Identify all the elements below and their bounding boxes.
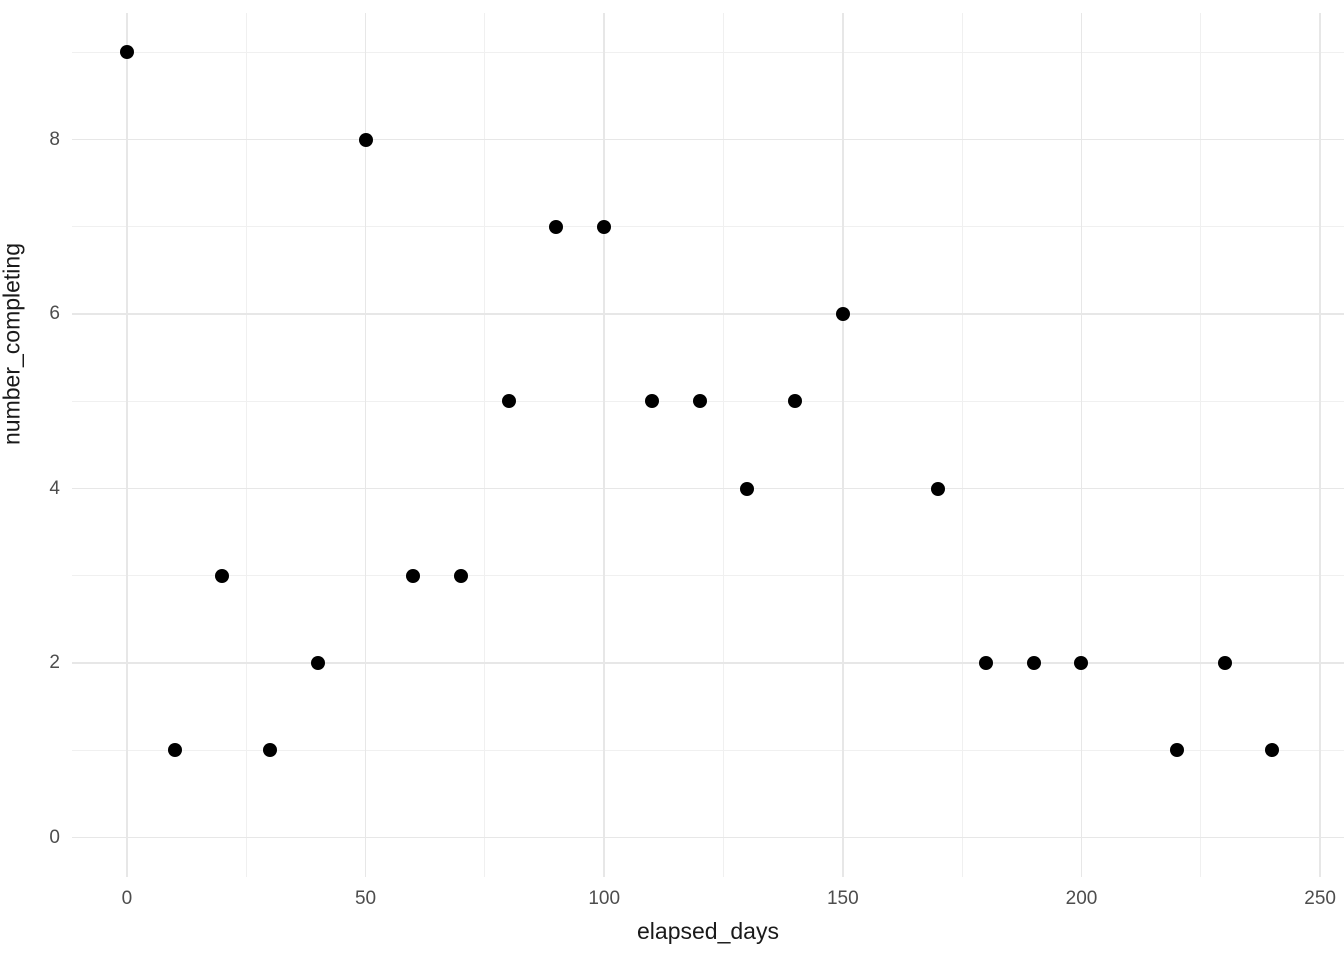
data-point xyxy=(1265,743,1280,758)
major-gridline xyxy=(72,836,1344,839)
major-gridline xyxy=(842,13,844,877)
data-point xyxy=(167,743,182,758)
data-point xyxy=(835,307,850,322)
x-tick-label: 250 xyxy=(1304,888,1336,909)
data-point xyxy=(310,656,325,671)
data-point xyxy=(644,394,659,409)
y-tick-label: 0 xyxy=(49,826,60,848)
major-gridline xyxy=(126,13,128,877)
data-point xyxy=(453,568,468,583)
major-gridline xyxy=(1319,13,1321,877)
minor-gridline xyxy=(245,13,247,877)
y-tick-label: 6 xyxy=(49,303,60,325)
y-tick-label: 4 xyxy=(49,477,60,499)
data-point xyxy=(1074,656,1089,671)
data-point xyxy=(1026,656,1041,671)
data-point xyxy=(406,568,421,583)
major-gridline xyxy=(603,13,605,877)
minor-gridline xyxy=(72,226,1344,228)
major-gridline xyxy=(72,662,1344,664)
data-point xyxy=(931,481,946,496)
x-tick-label: 50 xyxy=(354,888,377,909)
major-gridline xyxy=(1080,13,1083,877)
minor-gridline xyxy=(72,575,1344,577)
x-tick-label: 0 xyxy=(121,888,133,909)
data-point xyxy=(1217,656,1232,671)
data-point xyxy=(119,45,134,60)
x-axis-title: elapsed_days xyxy=(637,918,779,944)
y-tick-label: 8 xyxy=(49,128,60,150)
minor-gridline xyxy=(72,400,1344,402)
data-point xyxy=(263,743,278,758)
data-point xyxy=(740,481,755,496)
plot-panel xyxy=(72,13,1344,877)
major-gridline xyxy=(72,487,1344,490)
major-gridline xyxy=(72,313,1344,315)
data-point xyxy=(215,568,230,583)
data-point xyxy=(788,394,803,409)
major-gridline xyxy=(72,138,1344,141)
y-axis-title-text: number_completing xyxy=(0,242,25,445)
minor-gridline xyxy=(961,13,963,877)
minor-gridline xyxy=(1200,13,1202,877)
data-point xyxy=(549,219,564,234)
minor-gridline xyxy=(723,13,724,877)
data-point xyxy=(1169,743,1184,758)
minor-gridline xyxy=(484,13,486,877)
data-point xyxy=(692,394,707,409)
minor-gridline xyxy=(72,51,1344,53)
data-point xyxy=(358,132,373,147)
data-point xyxy=(597,219,612,234)
x-tick-label: 150 xyxy=(826,888,859,909)
y-tick-label: 2 xyxy=(49,652,60,674)
x-tick-label: 200 xyxy=(1065,888,1098,909)
data-point xyxy=(979,656,994,671)
minor-gridline xyxy=(72,749,1344,751)
x-tick-label: 100 xyxy=(588,888,621,909)
data-point xyxy=(501,394,516,409)
major-gridline xyxy=(364,13,367,877)
